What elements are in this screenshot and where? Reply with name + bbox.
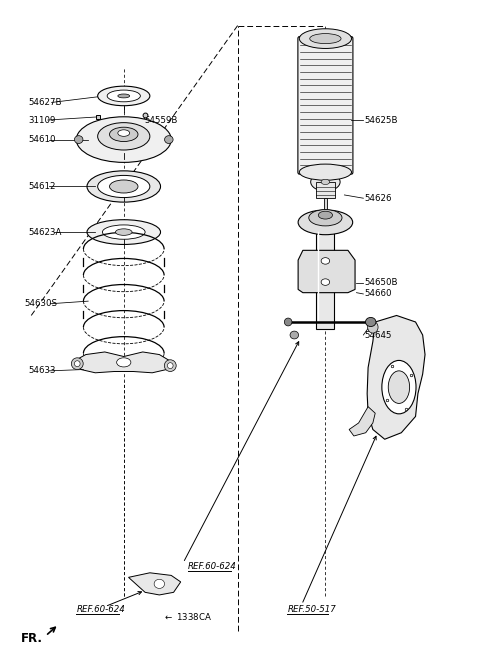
Ellipse shape xyxy=(365,317,376,327)
Ellipse shape xyxy=(164,360,176,371)
Text: 54559B: 54559B xyxy=(144,116,178,125)
Ellipse shape xyxy=(154,579,165,589)
Ellipse shape xyxy=(300,164,351,180)
Ellipse shape xyxy=(97,86,150,106)
FancyBboxPatch shape xyxy=(324,198,327,227)
Ellipse shape xyxy=(109,180,138,193)
Ellipse shape xyxy=(97,175,150,198)
Ellipse shape xyxy=(107,90,140,102)
Ellipse shape xyxy=(116,229,132,235)
Ellipse shape xyxy=(87,219,160,244)
Ellipse shape xyxy=(87,171,160,202)
Text: 54625B: 54625B xyxy=(364,116,398,125)
Ellipse shape xyxy=(102,225,145,239)
Polygon shape xyxy=(349,407,375,436)
Ellipse shape xyxy=(321,279,330,285)
Ellipse shape xyxy=(165,136,173,143)
Ellipse shape xyxy=(321,258,330,264)
Polygon shape xyxy=(74,352,174,373)
Ellipse shape xyxy=(117,358,131,367)
Ellipse shape xyxy=(300,29,351,49)
Ellipse shape xyxy=(72,358,83,369)
Text: 54645: 54645 xyxy=(364,330,392,340)
Text: 54627B: 54627B xyxy=(29,98,62,107)
Ellipse shape xyxy=(168,363,173,369)
Text: 54610: 54610 xyxy=(29,135,56,144)
Text: 54660: 54660 xyxy=(364,290,392,298)
FancyBboxPatch shape xyxy=(298,37,353,174)
Ellipse shape xyxy=(298,210,353,235)
Text: REF.60-624: REF.60-624 xyxy=(76,605,125,614)
Text: 54626: 54626 xyxy=(364,194,392,203)
Text: 54612: 54612 xyxy=(29,182,56,191)
Ellipse shape xyxy=(368,321,378,333)
Ellipse shape xyxy=(76,117,171,162)
Ellipse shape xyxy=(74,136,83,143)
Ellipse shape xyxy=(118,94,130,98)
Text: 54623A: 54623A xyxy=(29,227,62,237)
Ellipse shape xyxy=(97,123,150,150)
Ellipse shape xyxy=(311,173,340,191)
Polygon shape xyxy=(129,573,180,595)
Ellipse shape xyxy=(309,210,342,226)
FancyBboxPatch shape xyxy=(316,225,335,328)
Polygon shape xyxy=(367,315,425,440)
Ellipse shape xyxy=(290,331,299,339)
Ellipse shape xyxy=(382,361,416,414)
Text: REF.50-517: REF.50-517 xyxy=(288,605,336,614)
Ellipse shape xyxy=(318,212,333,219)
Ellipse shape xyxy=(74,361,80,367)
Text: 31109: 31109 xyxy=(29,116,56,125)
Text: 54630S: 54630S xyxy=(24,299,57,308)
FancyBboxPatch shape xyxy=(316,182,335,198)
Text: 54633: 54633 xyxy=(29,367,56,375)
Ellipse shape xyxy=(109,127,138,141)
Text: 54650B: 54650B xyxy=(364,279,398,287)
Ellipse shape xyxy=(310,34,341,43)
Polygon shape xyxy=(298,250,355,292)
Text: $\leftarrow$ 1338CA: $\leftarrow$ 1338CA xyxy=(163,611,212,622)
Ellipse shape xyxy=(321,179,330,185)
Ellipse shape xyxy=(284,318,292,326)
Ellipse shape xyxy=(388,371,409,403)
Text: FR.: FR. xyxy=(21,632,43,645)
Text: REF.60-624: REF.60-624 xyxy=(188,562,237,571)
Ellipse shape xyxy=(118,130,130,136)
